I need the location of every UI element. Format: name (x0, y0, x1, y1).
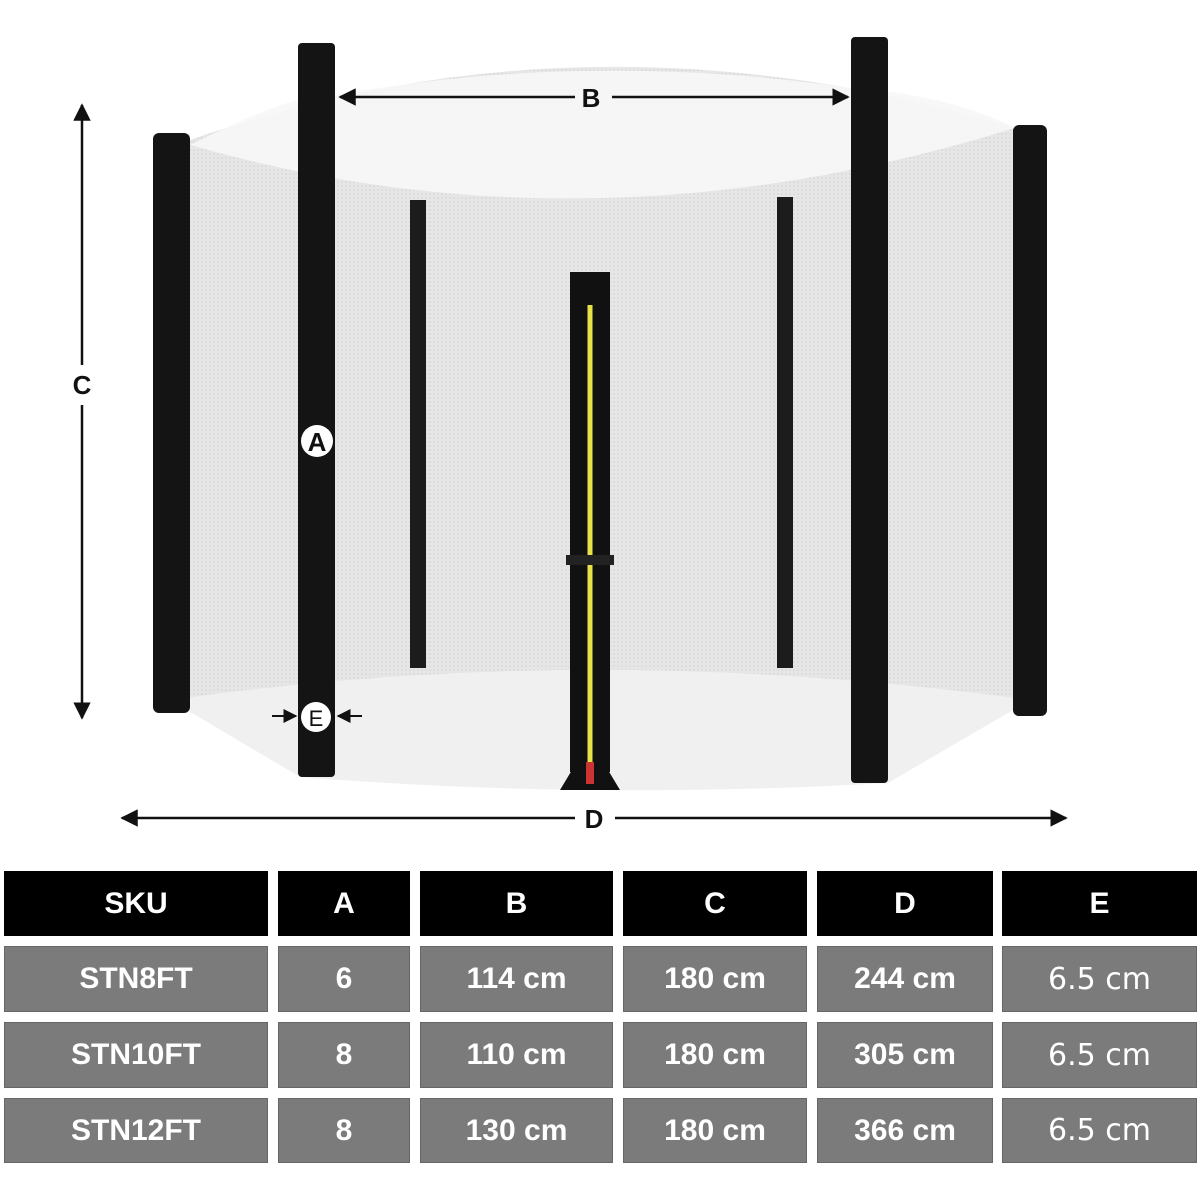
enclosure-dimension-diagram: B C D A E (73, 37, 1068, 834)
pole-left-front (298, 43, 335, 777)
callout-e-label: E (309, 706, 324, 731)
cell-b: 130 cm (420, 1098, 613, 1163)
dimension-b-label: B (582, 83, 601, 113)
dimension-d-label: D (585, 804, 604, 834)
cell-a: 8 (278, 1098, 410, 1163)
net-front-top (190, 70, 1015, 199)
cell-sku: STN12FT (4, 1098, 268, 1163)
cell-e: 6.5 cm (1002, 1098, 1197, 1163)
header-a: A (278, 871, 410, 936)
pole-right-front (851, 37, 888, 783)
header-sku: SKU (4, 871, 268, 936)
header-e: E (1002, 871, 1197, 936)
cell-d: 305 cm (817, 1022, 993, 1088)
cell-b: 110 cm (420, 1022, 613, 1088)
zipper-pull (586, 762, 594, 784)
cell-c: 180 cm (623, 1098, 807, 1163)
door-strap (566, 555, 614, 565)
pole-inner-left (410, 200, 426, 668)
cell-e: 6.5 cm (1002, 1022, 1197, 1088)
cell-c: 180 cm (623, 946, 807, 1012)
pole-far-right (1013, 125, 1047, 716)
cell-sku: STN10FT (4, 1022, 268, 1088)
pole-inner-right (777, 197, 793, 668)
header-d: D (817, 871, 993, 936)
cell-d: 366 cm (817, 1098, 993, 1163)
cell-c: 180 cm (623, 1022, 807, 1088)
cell-sku: STN8FT (4, 946, 268, 1012)
poles (153, 37, 1047, 790)
cell-b: 114 cm (420, 946, 613, 1012)
cell-e: 6.5 cm (1002, 946, 1197, 1012)
callout-a-circle (301, 425, 333, 457)
cell-d: 244 cm (817, 946, 993, 1012)
cell-a: 6 (278, 946, 410, 1012)
pole-far-left (153, 133, 190, 713)
callout-a-label: A (308, 427, 327, 457)
callout-e-circle (301, 702, 331, 732)
header-c: C (623, 871, 807, 936)
header-b: B (420, 871, 613, 936)
dimension-c-label: C (73, 370, 92, 400)
cell-a: 8 (278, 1022, 410, 1088)
